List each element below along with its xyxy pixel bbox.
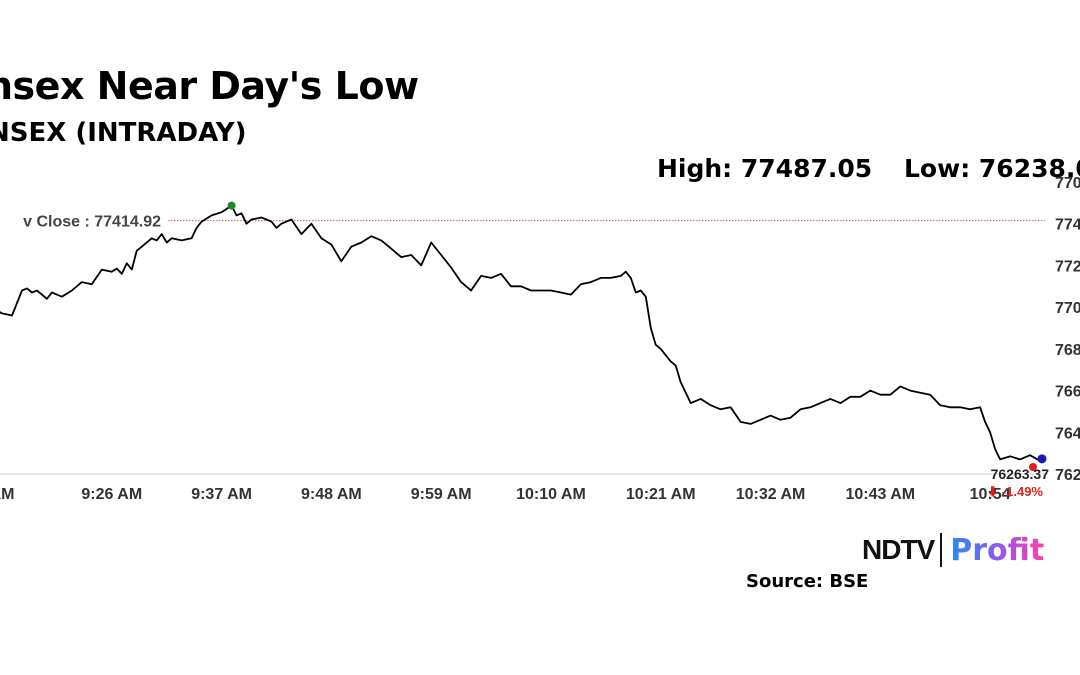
y-tick-label: 770	[1055, 175, 1080, 192]
ndtv-profit-logo: NDTV Profit	[862, 532, 1044, 568]
logo-divider	[940, 533, 943, 567]
x-tick-label: AM	[0, 486, 14, 503]
y-axis: 770 774 772 770 768 766 764 762	[1055, 175, 1080, 484]
x-tick-label: 9:26 AM	[81, 486, 142, 503]
change-percent-label: ⬇ -1.49%	[987, 484, 1043, 499]
prev-close-label: v Close : 77414.92	[23, 214, 161, 231]
y-tick-label: 774	[1055, 217, 1080, 234]
x-axis: AM 9:26 AM 9:37 AM 9:48 AM 9:59 AM 10:10 AM 10…	[0, 486, 1011, 503]
x-tick-label: 10:32 AM	[736, 486, 806, 503]
intraday-line-chart: 770 774 772 770 768 766 764 762 AM 9:26 AM 9:37 A…	[0, 175, 1080, 503]
x-tick-label: 9:48 AM	[301, 486, 362, 503]
last-value-label: 76263.37	[991, 466, 1050, 482]
price-series-line	[0, 204, 1041, 462]
x-tick-label: 9:37 AM	[191, 486, 252, 503]
last-price-marker	[1037, 454, 1047, 464]
chart-title: nsex Near Day's Low	[0, 64, 419, 108]
chart-subtitle: NSEX (INTRADAY)	[0, 118, 247, 148]
source-note: Source: BSE	[746, 571, 869, 592]
y-tick-label: 764	[1055, 425, 1080, 442]
day-low-stat: Low: 76238.08	[904, 154, 1080, 183]
y-tick-label: 770	[1055, 300, 1080, 317]
day-high-stat: High: 77487.05	[657, 154, 873, 183]
x-tick-label: 10:10 AM	[516, 486, 586, 503]
y-tick-label: 766	[1055, 384, 1080, 401]
x-tick-label: 9:59 AM	[411, 486, 472, 503]
y-tick-label: 768	[1055, 342, 1080, 359]
profit-logo-text: Profit	[950, 532, 1045, 568]
ndtv-logo-text: NDTV	[862, 534, 935, 565]
y-tick-label: 762	[1055, 467, 1080, 484]
day-low-marker	[1029, 463, 1037, 471]
x-tick-label: 10:54	[970, 486, 1011, 503]
x-tick-label: 10:21 AM	[626, 486, 696, 503]
x-tick-label: 10:43 AM	[845, 486, 915, 503]
day-high-marker	[227, 201, 236, 210]
y-tick-label: 772	[1055, 258, 1080, 275]
